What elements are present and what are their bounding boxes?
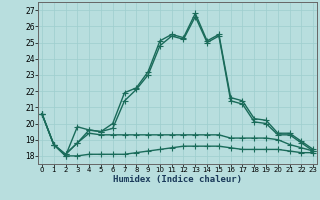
X-axis label: Humidex (Indice chaleur): Humidex (Indice chaleur)	[113, 175, 242, 184]
